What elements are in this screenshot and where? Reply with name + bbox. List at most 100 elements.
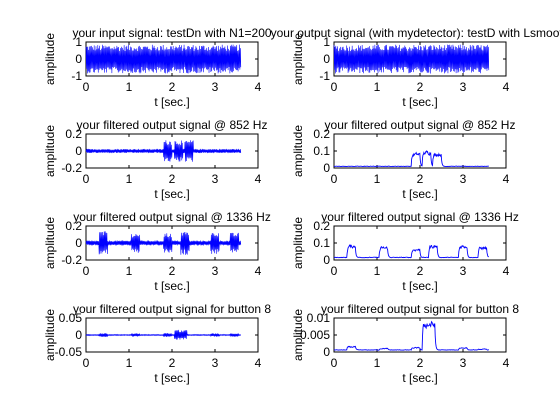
y-tick-label: 0 [75,236,82,250]
y-axis-label: amplitude [43,33,57,85]
x-tick-label: 4 [503,80,510,94]
y-axis-label: amplitude [291,309,305,361]
x-tick-label: 3 [460,356,467,370]
y-tick-label: -1 [319,69,330,83]
y-tick-label: 0 [75,328,82,342]
x-tick-label: 2 [417,264,424,278]
y-tick-label: 1 [323,35,330,49]
x-tick-label: 2 [169,264,176,278]
signal-trace [85,44,242,74]
y-axis-label: amplitude [43,125,57,177]
y-tick-label: 0.2 [65,127,82,141]
x-tick-label: 2 [169,356,176,370]
signal-trace [333,320,490,351]
y-tick-label: 0 [75,52,82,66]
x-tick-label: 1 [126,356,133,370]
y-tick-label: 0.2 [313,219,330,233]
subplot-title: your filtered output signal @ 852 Hz [325,118,516,132]
axes-box [333,133,507,169]
x-tick-label: 1 [126,264,133,278]
axes-box [333,317,507,353]
x-tick-label: 2 [417,172,424,186]
y-tick-label: 0.1 [313,144,330,158]
subplot-title: your filtered output signal @ 1336 Hz [73,210,271,224]
x-tick-label: 0 [83,172,90,186]
y-tick-label: 0.05 [59,311,83,325]
y-tick-label: 0.005 [300,328,330,342]
subplot-title: your filtered output signal for button 8 [73,302,271,316]
x-tick-label: 4 [503,356,510,370]
x-tick-label: 0 [83,264,90,278]
x-tick-label: 1 [374,356,381,370]
x-axis-label: t [sec.] [402,371,437,385]
signal-trace [333,44,490,74]
signal-trace [85,329,242,340]
x-tick-label: 4 [503,264,510,278]
y-axis-label: amplitude [291,217,305,269]
y-tick-label: 0.01 [307,311,331,325]
x-tick-label: 4 [255,264,262,278]
x-axis-label: t [sec.] [154,371,189,385]
signal-trace [333,244,490,259]
y-tick-label: 0.1 [313,236,330,250]
x-tick-label: 2 [417,356,424,370]
y-axis-label: amplitude [43,217,57,269]
y-tick-label: 0 [323,253,330,267]
signal-trace [85,140,242,162]
x-axis-label: t [sec.] [402,95,437,109]
x-tick-label: 0 [331,264,338,278]
x-tick-label: 1 [374,172,381,186]
signal-trace [85,231,242,255]
subplot-title: your input signal: testDn with N1=200 [72,26,271,40]
x-tick-label: 4 [503,172,510,186]
x-tick-label: 0 [331,356,338,370]
x-tick-label: 2 [169,80,176,94]
x-axis-label: t [sec.] [154,279,189,293]
x-tick-label: 0 [83,80,90,94]
y-axis-label: amplitude [291,33,305,85]
x-tick-label: 3 [460,172,467,186]
signal-trace [333,150,489,168]
x-tick-label: 3 [212,80,219,94]
axes-box [333,225,507,261]
y-tick-label: -0.2 [61,161,82,175]
y-tick-label: 0 [323,161,330,175]
x-tick-label: 2 [169,172,176,186]
y-tick-label: 0.2 [313,127,330,141]
subplot-title: your filtered output signal @ 1336 Hz [321,210,519,224]
x-axis-label: t [sec.] [402,187,437,201]
y-tick-label: -0.2 [61,253,82,267]
y-axis-label: amplitude [291,125,305,177]
x-tick-label: 0 [83,356,90,370]
y-tick-label: 0 [75,144,82,158]
x-tick-label: 3 [460,264,467,278]
y-tick-label: -0.05 [55,345,83,359]
x-tick-label: 3 [212,264,219,278]
y-tick-label: 0 [323,52,330,66]
y-tick-label: 0.2 [65,219,82,233]
x-tick-label: 1 [126,172,133,186]
y-axis-label: amplitude [43,309,57,361]
x-tick-label: 0 [331,172,338,186]
x-axis-label: t [sec.] [154,187,189,201]
y-tick-label: -1 [71,69,82,83]
subplot-title: your filtered output signal for button 8 [321,302,519,316]
y-tick-label: 0 [323,345,330,359]
x-tick-label: 4 [255,172,262,186]
x-tick-label: 1 [374,264,381,278]
subplot-title: your output signal (with mydetector): te… [271,26,560,40]
x-axis-label: t [sec.] [154,95,189,109]
x-tick-label: 3 [212,356,219,370]
x-tick-label: 0 [331,80,338,94]
x-tick-label: 2 [417,80,424,94]
y-tick-label: 1 [75,35,82,49]
subplot-title: your filtered output signal @ 852 Hz [77,118,268,132]
